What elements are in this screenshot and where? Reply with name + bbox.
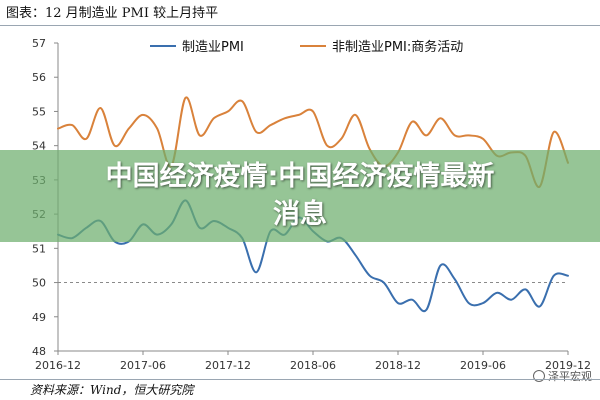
figure-title: 图表：12 月制造业 PMI 较上月持平: [6, 6, 219, 21]
y-tick-label: 55: [32, 105, 46, 118]
y-tick-label: 54: [32, 140, 46, 153]
title-divider: [0, 25, 600, 26]
headline-banner: [0, 150, 600, 242]
wechat-icon: [533, 370, 545, 382]
x-tick-label: 2019-06: [460, 359, 506, 372]
x-tick-label: 2017-12: [205, 359, 251, 372]
legend-label: 制造业PMI: [182, 40, 244, 55]
source-divider: [0, 379, 600, 380]
x-tick-label: 2018-06: [290, 359, 336, 372]
y-tick-label: 49: [32, 311, 46, 324]
x-tick-label: 2018-12: [375, 359, 421, 372]
series-line-non-manufacturing-pmi: [57, 96, 569, 188]
x-tick-label: 2016-12: [35, 359, 81, 372]
source-note: 资料来源：Wind，恒大研究院: [30, 383, 194, 397]
headline-line-2: 消息: [273, 199, 327, 230]
watermark-text: 泽平宏观: [548, 370, 592, 383]
y-tick-label: 50: [32, 277, 46, 290]
line-chart: 484950515253545556572016-122017-062017-1…: [32, 37, 591, 372]
y-tick-label: 51: [32, 242, 46, 255]
x-tick-label: 2017-06: [120, 359, 166, 372]
x-tick-label: 2019-12: [545, 359, 591, 372]
y-tick-label: 56: [32, 71, 46, 84]
chart-legend: 制造业PMI 非制造业PMI:商务活动: [150, 39, 463, 55]
watermark: 泽平宏观: [533, 369, 592, 385]
headline-text: 中国经济疫情:中国经济疫情最新 消息: [0, 158, 600, 234]
y-tick-label: 57: [32, 37, 46, 50]
headline-line-1: 中国经济疫情:中国经济疫情最新: [105, 161, 495, 192]
y-tick-label: 48: [32, 345, 46, 358]
legend-label: 非制造业PMI:商务活动: [332, 39, 463, 55]
